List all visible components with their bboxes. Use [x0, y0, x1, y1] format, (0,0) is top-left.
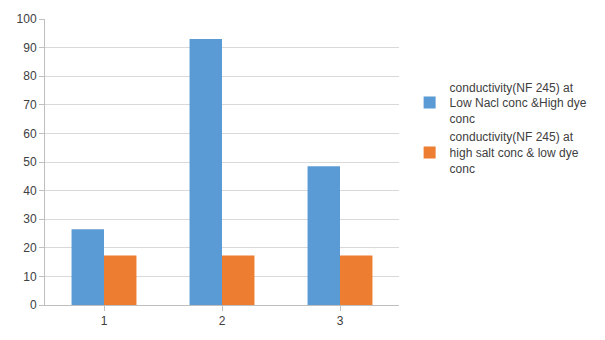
svg-text:0: 0: [30, 298, 37, 312]
svg-text:30: 30: [23, 212, 37, 226]
svg-text:100: 100: [17, 12, 37, 26]
svg-text:50: 50: [23, 155, 37, 169]
svg-text:conductivity(NF 245) atLow Nac: conductivity(NF 245) atLow Nacl conc &Hi…: [450, 81, 587, 126]
svg-text:20: 20: [23, 241, 37, 255]
svg-text:10: 10: [23, 270, 37, 284]
svg-text:80: 80: [23, 69, 37, 83]
svg-text:3: 3: [337, 314, 344, 328]
svg-text:conductivity(NF 245) athigh sa: conductivity(NF 245) athigh salt conc & …: [450, 130, 579, 175]
svg-text:2: 2: [219, 314, 226, 328]
svg-text:70: 70: [23, 98, 37, 112]
svg-text:1: 1: [101, 314, 108, 328]
svg-text:90: 90: [23, 41, 37, 55]
svg-text:60: 60: [23, 127, 37, 141]
svg-text:40: 40: [23, 184, 37, 198]
